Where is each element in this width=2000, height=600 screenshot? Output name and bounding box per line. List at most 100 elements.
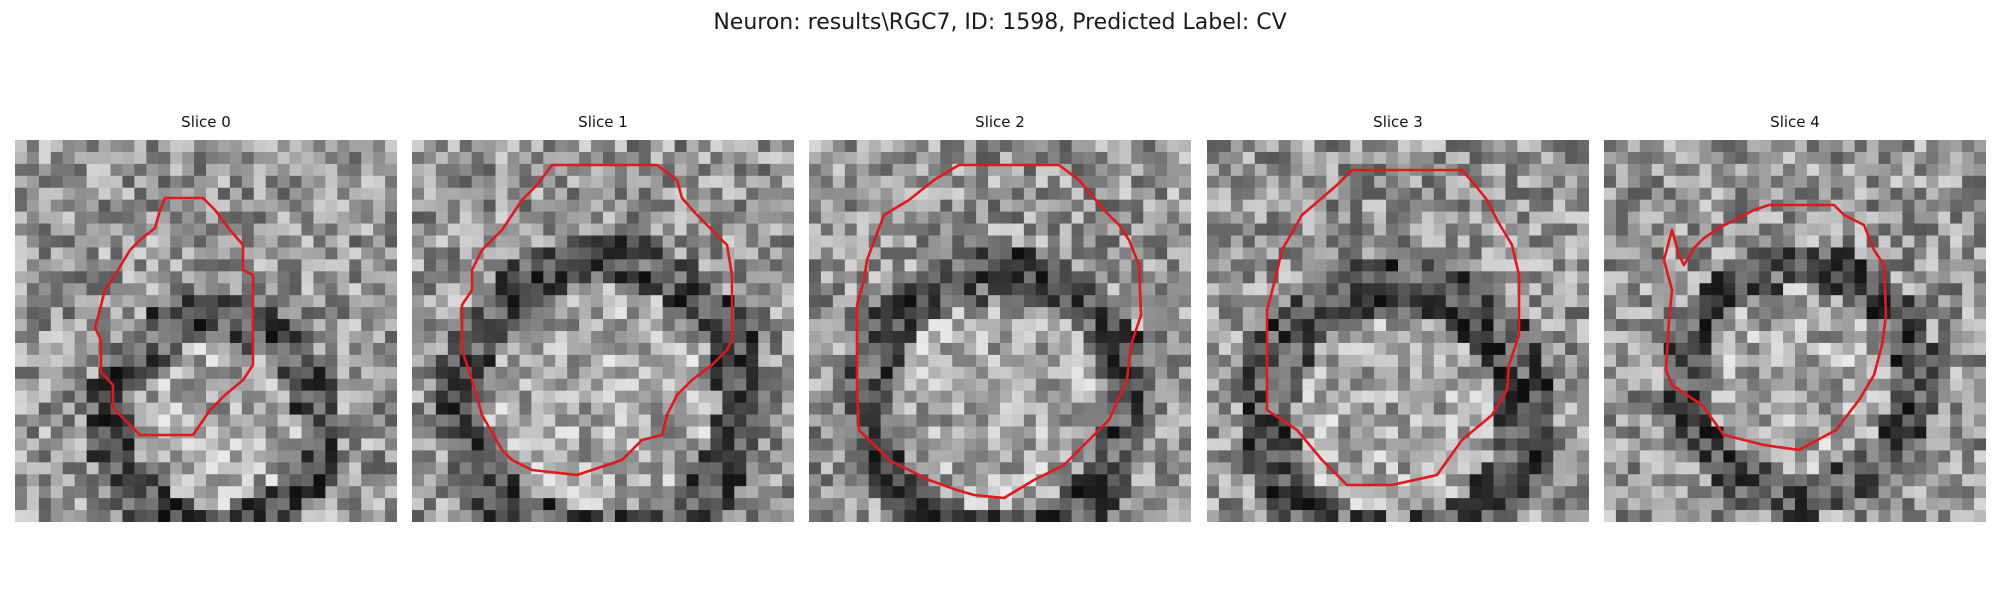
pixel-cell [1842, 140, 1856, 153]
pixel-cell [507, 175, 521, 189]
pixel-cell [710, 510, 723, 522]
pixel-cell [579, 151, 592, 165]
pixel-cell [1842, 199, 1856, 213]
pixel-cell [1771, 426, 1784, 440]
pixel-cell [1481, 211, 1495, 225]
pixel-cell [1314, 438, 1327, 451]
pixel-cell [1047, 175, 1061, 189]
pixel-cell [1107, 140, 1120, 153]
pixel-cell [928, 151, 941, 165]
pixel-cell [543, 307, 556, 320]
pixel-cell [1207, 295, 1220, 308]
pixel-cell [507, 223, 521, 237]
pixel-cell [1409, 450, 1423, 463]
pixel-cell [1723, 175, 1736, 189]
pixel-cell [1890, 366, 1904, 380]
pixel-cell [471, 223, 485, 237]
pixel-cell [1207, 366, 1220, 380]
pixel-cell [1577, 402, 1589, 416]
pixel-cell [1254, 199, 1268, 213]
pixel-cell [1409, 462, 1423, 475]
pixel-cell [194, 271, 207, 284]
pixel-cell [916, 354, 929, 368]
pixel-cell [349, 235, 362, 249]
pixel-cell [1783, 402, 1796, 416]
pixel-cell [361, 354, 374, 368]
pixel-cell [1795, 235, 1808, 249]
pixel-cell [122, 342, 135, 356]
pixel-cell [1711, 462, 1724, 475]
pixel-cell [820, 366, 834, 380]
pixel-cell [1651, 223, 1665, 237]
pixel-cell [904, 402, 918, 416]
pixel-cell [1266, 426, 1280, 440]
pixel-cell [1735, 163, 1748, 177]
pixel-cell [1167, 247, 1180, 260]
pixel-cell [916, 390, 929, 404]
pixel-cell [253, 474, 267, 487]
pixel-cell [928, 163, 941, 177]
pixel-cell [98, 486, 112, 499]
pixel-cell [1155, 414, 1168, 428]
pixel-cell [1421, 366, 1435, 380]
pixel-cell [1615, 378, 1629, 392]
pixel-cell [782, 307, 794, 320]
pixel-cell [1254, 259, 1268, 272]
pixel-cell [844, 438, 858, 451]
pixel-cell [1759, 414, 1772, 428]
pixel-cell [1529, 450, 1542, 463]
pixel-cell [1577, 426, 1589, 440]
pixel-cell [435, 426, 449, 440]
pixel-cell [1083, 402, 1097, 416]
pixel-cell [650, 354, 664, 368]
pixel-cell [1433, 319, 1447, 332]
pixel-cell [217, 235, 231, 249]
pixel-cell [206, 414, 219, 428]
pixel-cell [809, 402, 822, 416]
pixel-cell [1011, 402, 1025, 416]
pixel-cell [1747, 462, 1760, 475]
pixel-cell [134, 438, 147, 451]
pixel-cell [1179, 462, 1191, 475]
pixel-cell [1806, 366, 1820, 380]
pixel-cell [1143, 450, 1156, 463]
pixel-cell [1386, 199, 1399, 213]
pixel-cell [1218, 438, 1232, 451]
pixel-cell [1541, 450, 1554, 463]
pixel-cell [1095, 259, 1109, 272]
pixel-cell [662, 342, 676, 356]
pixel-cell [1107, 498, 1120, 511]
pixel-cell [1398, 259, 1411, 272]
pixel-cell [1938, 223, 1951, 237]
pixel-cell [1155, 319, 1168, 332]
pixel-cell [758, 426, 771, 440]
pixel-cell [1326, 342, 1339, 356]
pixel-cell [423, 271, 437, 284]
pixel-cell [1000, 247, 1013, 260]
pixel-cell [1651, 259, 1665, 272]
pixel-cell [1914, 223, 1927, 237]
pixel-cell [26, 295, 40, 308]
pixel-cell [134, 390, 147, 404]
pixel-cell [603, 199, 616, 213]
pixel-cell [412, 295, 425, 308]
pixel-cell [194, 307, 207, 320]
pixel-cell [26, 354, 40, 368]
pixel-cell [1830, 199, 1844, 213]
pixel-cell [325, 259, 338, 272]
pixel-cell [313, 378, 326, 392]
pixel-cell [1771, 295, 1784, 308]
pixel-cell [698, 331, 712, 344]
pixel-cell [1639, 438, 1653, 451]
pixel-cell [1493, 331, 1507, 344]
pixel-cell [1553, 163, 1566, 177]
pixel-cell [904, 307, 918, 320]
pixel-cell [1950, 331, 1963, 344]
pixel-cell [495, 235, 509, 249]
pixel-cell [1155, 450, 1168, 463]
pixel-cell [1914, 307, 1927, 320]
pixel-cell [15, 378, 28, 392]
pixel-cell [206, 390, 219, 404]
pixel-cell [182, 510, 195, 522]
pixel-cell [1000, 331, 1013, 344]
